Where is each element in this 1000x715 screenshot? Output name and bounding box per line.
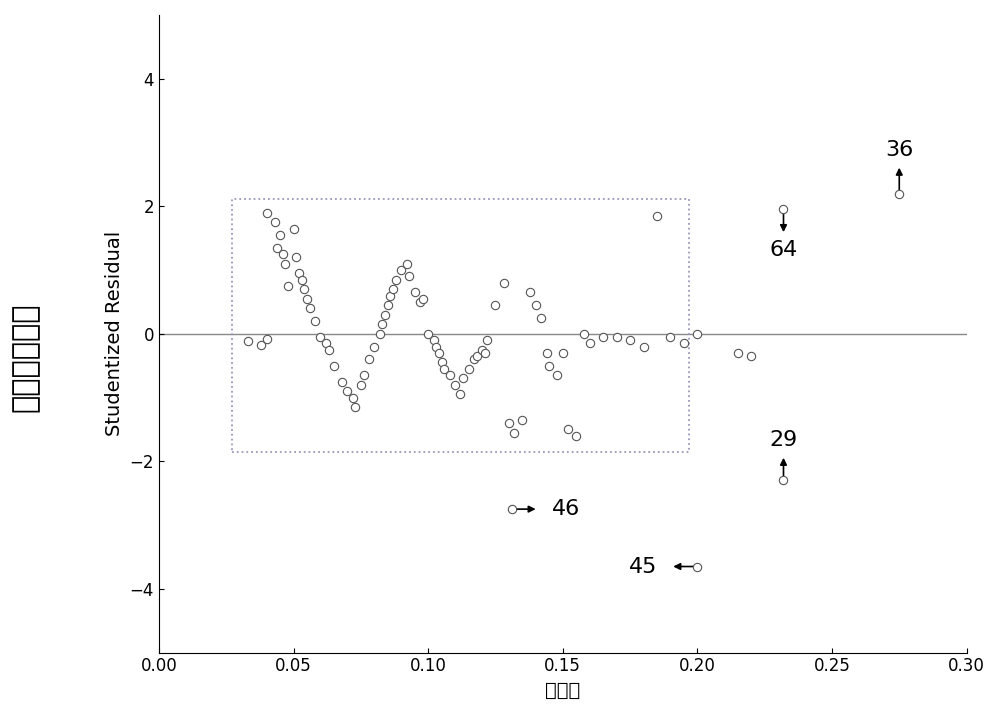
Point [436, 363, 452, 375]
Point [522, 287, 538, 298]
Point [428, 341, 444, 352]
Point [504, 503, 520, 515]
Point [636, 341, 652, 352]
Point [277, 258, 293, 270]
Point [689, 561, 705, 572]
Point [549, 370, 565, 381]
Point [420, 328, 436, 340]
Point [479, 335, 495, 346]
Point [528, 300, 544, 311]
Point [541, 360, 557, 371]
Point [568, 430, 584, 442]
Point [501, 418, 517, 429]
Point [294, 274, 310, 285]
Text: 64: 64 [769, 240, 798, 260]
Point [299, 293, 315, 305]
Point [312, 331, 328, 342]
Point [380, 300, 396, 311]
Point [609, 331, 625, 342]
Text: 29: 29 [769, 430, 798, 450]
Point [775, 204, 791, 215]
Point [407, 287, 423, 298]
Point [477, 347, 493, 359]
Point [393, 265, 409, 276]
Point [345, 392, 361, 403]
Point [259, 207, 275, 218]
Point [280, 280, 296, 292]
Point [361, 354, 377, 365]
Point [353, 379, 369, 390]
Point [253, 340, 269, 351]
Point [576, 328, 592, 340]
Point [676, 337, 692, 349]
Point [302, 302, 318, 314]
Point [689, 328, 705, 340]
Point [385, 283, 401, 295]
Point [595, 331, 611, 342]
Point [296, 283, 312, 295]
Point [275, 248, 291, 260]
Point [388, 274, 404, 285]
Point [291, 267, 307, 279]
Point [374, 318, 390, 330]
Point [560, 424, 576, 435]
Bar [232, 199, 689, 452]
Point [321, 344, 337, 355]
Text: 36: 36 [885, 139, 913, 159]
Point [286, 223, 302, 235]
Point [496, 277, 512, 289]
Point [334, 376, 350, 388]
Point [582, 337, 598, 349]
Point [401, 271, 417, 282]
Point [431, 347, 447, 359]
Point [326, 360, 342, 371]
Text: 45: 45 [629, 556, 657, 576]
Point [447, 379, 463, 390]
Text: 46: 46 [552, 499, 580, 519]
Point [267, 217, 283, 228]
Point [474, 344, 490, 355]
Point [318, 337, 334, 349]
Point [366, 341, 382, 352]
Point [412, 296, 428, 307]
Point [434, 357, 450, 368]
Point [455, 373, 471, 384]
Point [539, 347, 555, 359]
Point [347, 401, 363, 413]
Point [259, 333, 275, 345]
Point [469, 350, 485, 362]
Text: 学生化残差値: 学生化残差値 [10, 302, 40, 413]
Point [339, 385, 355, 397]
Point [426, 335, 442, 346]
X-axis label: 杠杆値: 杠杆値 [545, 681, 580, 700]
Point [377, 309, 393, 320]
Point [466, 354, 482, 365]
Point [730, 347, 746, 359]
Point [487, 300, 503, 311]
Point [240, 336, 256, 347]
Point [533, 312, 549, 324]
Point [269, 242, 285, 253]
Point [399, 258, 415, 270]
Point [382, 290, 398, 301]
Point [514, 414, 530, 425]
Point [415, 293, 431, 305]
Point [442, 370, 458, 381]
Y-axis label: Studentized Residual: Studentized Residual [105, 231, 124, 436]
Point [372, 328, 388, 340]
Point [288, 252, 304, 263]
Point [662, 331, 678, 342]
Point [649, 210, 665, 222]
Point [555, 347, 571, 359]
Point [891, 188, 907, 199]
Point [461, 363, 477, 375]
Point [452, 389, 468, 400]
Point [272, 230, 288, 241]
Point [356, 370, 372, 381]
Point [622, 335, 638, 346]
Point [307, 315, 323, 327]
Point [775, 475, 791, 486]
Point [506, 427, 522, 438]
Point [743, 350, 759, 362]
